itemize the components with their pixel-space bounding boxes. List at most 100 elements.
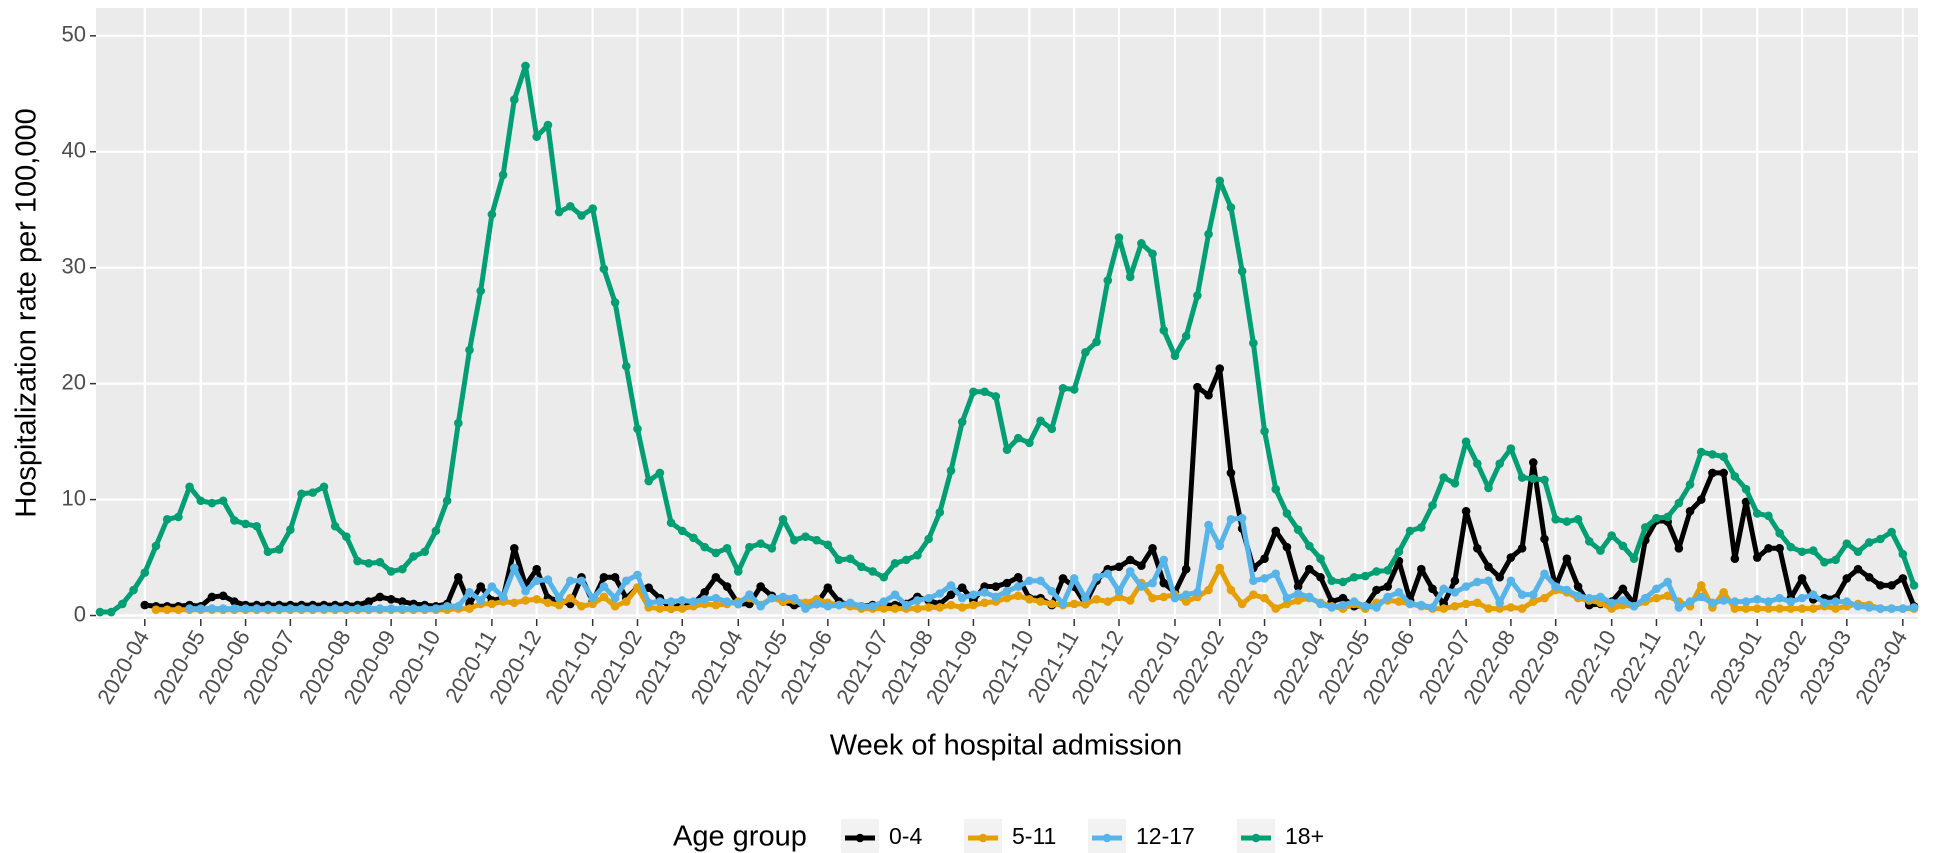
data-point: [913, 596, 922, 605]
data-point: [565, 201, 575, 211]
data-point: [767, 543, 777, 553]
data-point: [1685, 597, 1695, 606]
data-point: [666, 604, 676, 613]
data-point: [1663, 591, 1672, 601]
data-point: [1842, 539, 1852, 548]
data-point: [1719, 452, 1728, 461]
data-point: [834, 600, 844, 610]
data-point: [1495, 459, 1504, 468]
data-point: [756, 601, 765, 611]
data-point: [1316, 572, 1325, 582]
data-point: [1181, 331, 1191, 341]
data-point: [1517, 473, 1527, 482]
data-point: [1193, 382, 1202, 392]
data-point: [924, 534, 933, 544]
data-point: [1607, 598, 1616, 608]
data-point: [1764, 604, 1773, 613]
y-tick-label: 0: [74, 601, 86, 626]
data-point: [991, 582, 1001, 591]
data-point: [1125, 596, 1135, 605]
data-point: [1260, 593, 1269, 603]
data-point: [319, 482, 329, 492]
data-point: [1092, 594, 1101, 604]
data-point: [1036, 597, 1045, 606]
data-point: [1058, 574, 1068, 583]
data-point: [1618, 584, 1628, 594]
data-point: [476, 582, 486, 591]
data-point: [398, 597, 407, 606]
data-point: [1629, 601, 1639, 611]
y-tick-label: 20: [62, 369, 86, 394]
data-point: [677, 526, 687, 536]
data-point: [1361, 601, 1370, 611]
data-point: [1786, 542, 1796, 552]
data-point: [532, 594, 542, 604]
data-point: [1394, 597, 1404, 606]
data-point: [1629, 554, 1639, 564]
data-point: [342, 532, 351, 541]
data-point: [353, 604, 362, 613]
data-point: [946, 590, 956, 599]
data-point: [1271, 484, 1281, 494]
data-point: [1215, 541, 1225, 551]
data-point: [1562, 517, 1572, 526]
data-point: [924, 603, 933, 612]
data-point: [1618, 541, 1628, 551]
data-point: [1417, 523, 1426, 532]
data-point: [610, 593, 620, 603]
data-point: [521, 586, 530, 596]
data-point: [140, 568, 150, 577]
plot-panel: [96, 8, 1918, 619]
data-point: [879, 604, 889, 613]
data-point: [532, 576, 542, 586]
data-point: [1506, 553, 1516, 562]
legend-swatch: [1251, 833, 1261, 843]
data-point: [543, 598, 553, 608]
data-point: [1562, 554, 1572, 564]
data-point: [857, 601, 866, 611]
data-point: [409, 552, 418, 561]
data-point: [1293, 582, 1303, 591]
data-point: [655, 468, 665, 478]
data-point: [207, 592, 217, 602]
data-point: [1472, 459, 1482, 468]
data-point: [1405, 599, 1415, 609]
data-point: [532, 132, 542, 141]
data-point: [1708, 450, 1717, 459]
data-point: [1428, 501, 1437, 510]
data-point: [722, 597, 732, 606]
data-point: [801, 604, 810, 613]
data-point: [532, 564, 542, 574]
data-point: [1584, 537, 1594, 546]
data-point: [946, 581, 956, 590]
data-point: [1484, 576, 1493, 586]
data-point: [1674, 603, 1684, 612]
data-point: [263, 604, 273, 613]
data-point: [1148, 593, 1157, 603]
data-point: [711, 600, 721, 610]
data-point: [1069, 599, 1079, 609]
data-point: [129, 585, 138, 595]
data-point: [521, 596, 530, 605]
data-point: [1909, 603, 1919, 612]
data-point: [1596, 592, 1605, 602]
data-point: [330, 521, 340, 531]
data-point: [823, 540, 833, 550]
data-point: [778, 592, 788, 602]
data-point: [1864, 538, 1874, 547]
data-point: [95, 607, 105, 617]
data-point: [957, 603, 967, 612]
data-point: [689, 533, 698, 543]
data-point: [1069, 385, 1079, 394]
data-point: [1887, 527, 1896, 537]
data-point: [1719, 468, 1728, 478]
legend-swatch: [1102, 833, 1112, 843]
data-point: [1741, 597, 1751, 606]
data-point: [644, 598, 653, 608]
data-point: [868, 567, 877, 576]
data-point: [1159, 555, 1169, 565]
data-point: [1584, 593, 1594, 603]
data-point: [1181, 597, 1191, 606]
data-point: [386, 594, 396, 604]
data-point: [577, 576, 586, 586]
